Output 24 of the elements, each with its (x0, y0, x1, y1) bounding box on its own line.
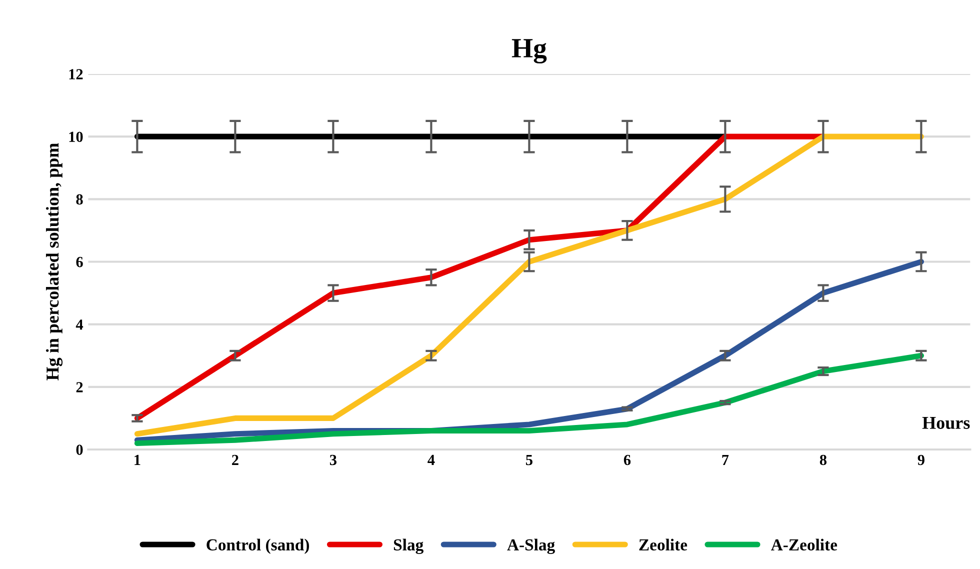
y-tick-label: 4 (76, 320, 84, 330)
x-tick-label: 7 (722, 454, 729, 465)
x-tick-label: 2 (232, 454, 238, 465)
x-tick-label: 6 (624, 454, 631, 466)
x-tick-label: 4 (428, 454, 435, 465)
y-tick-label: 12 (69, 69, 83, 80)
x-axis-title: Hours (922, 416, 970, 429)
x-tick-label: 8 (820, 454, 827, 466)
chart-title: Hg (512, 39, 547, 64)
legend-label: Zeolite (639, 538, 688, 550)
x-tick-label: 9 (918, 454, 924, 466)
y-tick-label: 2 (76, 382, 83, 392)
y-tick-label: 8 (76, 194, 83, 205)
y-tick-label: 10 (69, 132, 83, 142)
y-axis-title: Hg in percolated solution, ppm (46, 143, 63, 380)
legend-label: A-Slag (507, 538, 555, 554)
legend-label: A-Zeolite (771, 538, 838, 550)
legend-label: Slag (394, 538, 424, 554)
y-tick-label: 6 (76, 256, 83, 268)
x-tick-label: 1 (134, 454, 140, 465)
x-tick-label: 5 (526, 454, 532, 466)
x-tick-label: 3 (330, 454, 336, 466)
legend-label: Control (sand) (206, 538, 309, 554)
y-tick-label: 0 (76, 444, 83, 455)
